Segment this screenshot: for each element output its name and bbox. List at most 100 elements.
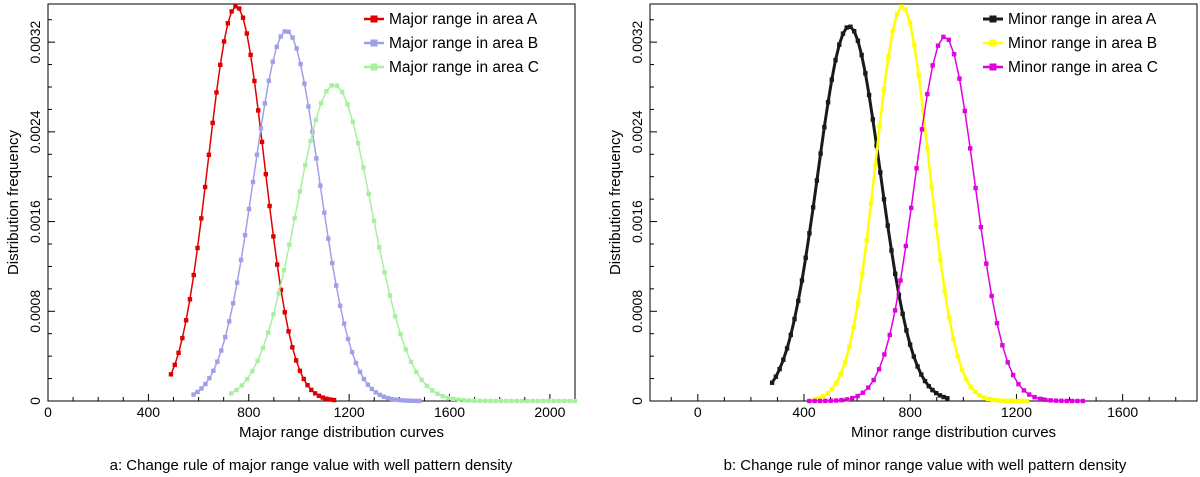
data-point xyxy=(892,271,898,276)
caption-panel-a: a: Change rule of major range value with… xyxy=(110,457,513,474)
data-point xyxy=(890,28,895,34)
data-point xyxy=(199,386,204,391)
data-point xyxy=(255,358,260,363)
data-point xyxy=(301,376,306,382)
data-point xyxy=(357,369,363,375)
data-point xyxy=(887,332,892,338)
series-line xyxy=(230,84,575,402)
data-point xyxy=(935,43,941,48)
data-point xyxy=(525,398,530,404)
x-tick-label: 0 xyxy=(44,404,52,420)
data-point xyxy=(1003,398,1008,403)
data-point xyxy=(214,90,219,95)
data-point xyxy=(962,108,968,114)
data-point xyxy=(187,297,193,302)
data-point xyxy=(903,7,908,12)
data-point xyxy=(387,293,393,298)
data-point xyxy=(294,46,299,51)
data-point xyxy=(859,52,864,58)
data-point xyxy=(1000,343,1005,348)
data-point xyxy=(816,395,822,401)
data-point xyxy=(260,345,266,351)
data-point xyxy=(860,271,865,276)
data-point xyxy=(1053,398,1059,403)
data-point xyxy=(914,166,919,171)
data-point xyxy=(951,51,957,57)
data-point xyxy=(202,184,208,190)
data-point xyxy=(398,331,403,337)
series-1 xyxy=(769,24,950,401)
data-point xyxy=(904,328,909,333)
data-point xyxy=(274,262,280,267)
data-point xyxy=(796,298,801,304)
data-point xyxy=(833,398,839,403)
data-point xyxy=(1069,398,1075,404)
data-point xyxy=(298,61,303,67)
legend-label: Minor range in area A xyxy=(1008,11,1157,28)
data-point xyxy=(985,396,991,402)
data-point xyxy=(994,398,999,403)
data-point xyxy=(968,146,973,151)
data-point xyxy=(864,238,869,243)
x-tick-label: 1200 xyxy=(334,404,365,420)
data-point xyxy=(1048,398,1053,403)
data-point xyxy=(551,398,557,404)
data-point xyxy=(244,376,250,382)
data-point xyxy=(855,393,860,399)
data-point xyxy=(218,62,223,68)
data-point xyxy=(514,398,520,404)
data-point xyxy=(239,383,244,388)
x-tick-label: 1600 xyxy=(434,404,465,420)
data-point xyxy=(951,336,956,342)
data-point xyxy=(401,398,406,403)
y-tick-label: 0 xyxy=(629,397,645,405)
plot-frame xyxy=(47,3,576,402)
data-point xyxy=(333,283,339,288)
data-point xyxy=(839,397,844,403)
data-point xyxy=(341,321,347,326)
data-point xyxy=(978,224,984,230)
data-point xyxy=(994,321,1000,326)
data-point xyxy=(445,395,451,400)
data-point xyxy=(848,24,853,29)
data-point xyxy=(972,389,978,394)
data-point xyxy=(930,387,935,393)
data-point xyxy=(377,245,382,250)
data-point xyxy=(973,185,978,191)
data-point xyxy=(1043,397,1048,402)
data-point xyxy=(823,398,828,404)
data-point xyxy=(271,312,276,317)
data-point xyxy=(248,52,253,58)
data-point xyxy=(541,398,546,404)
data-point xyxy=(825,100,831,105)
data-point xyxy=(320,395,325,400)
data-point xyxy=(572,398,578,404)
data-point xyxy=(889,248,894,253)
data-point xyxy=(1020,398,1025,404)
data-point xyxy=(413,398,418,404)
x-tick-label: 1200 xyxy=(1001,404,1032,420)
chart-panel-b: 0 400 800 1200 1600 0 0.0008 0.0016 0.0024 0.0032… xyxy=(607,3,1198,441)
data-point xyxy=(393,397,398,402)
data-point xyxy=(392,314,398,319)
data-point xyxy=(946,37,951,43)
data-point xyxy=(337,303,343,308)
data-point xyxy=(309,387,314,393)
data-point xyxy=(1011,398,1017,404)
data-point xyxy=(838,372,843,377)
data-point xyxy=(417,398,422,404)
data-point xyxy=(256,108,261,113)
data-point xyxy=(812,398,817,404)
legend-entry: Minor range in area A xyxy=(983,11,1157,28)
data-point xyxy=(530,398,535,404)
data-point xyxy=(234,387,239,393)
data-point xyxy=(855,300,861,305)
data-point xyxy=(322,210,327,215)
data-point xyxy=(847,344,852,350)
data-point xyxy=(957,76,962,81)
data-point xyxy=(435,391,440,396)
data-point xyxy=(822,124,827,130)
data-point xyxy=(340,89,345,95)
legend-label: Major range in area B xyxy=(389,35,538,52)
legend-entry: Major range in area B xyxy=(364,35,538,52)
